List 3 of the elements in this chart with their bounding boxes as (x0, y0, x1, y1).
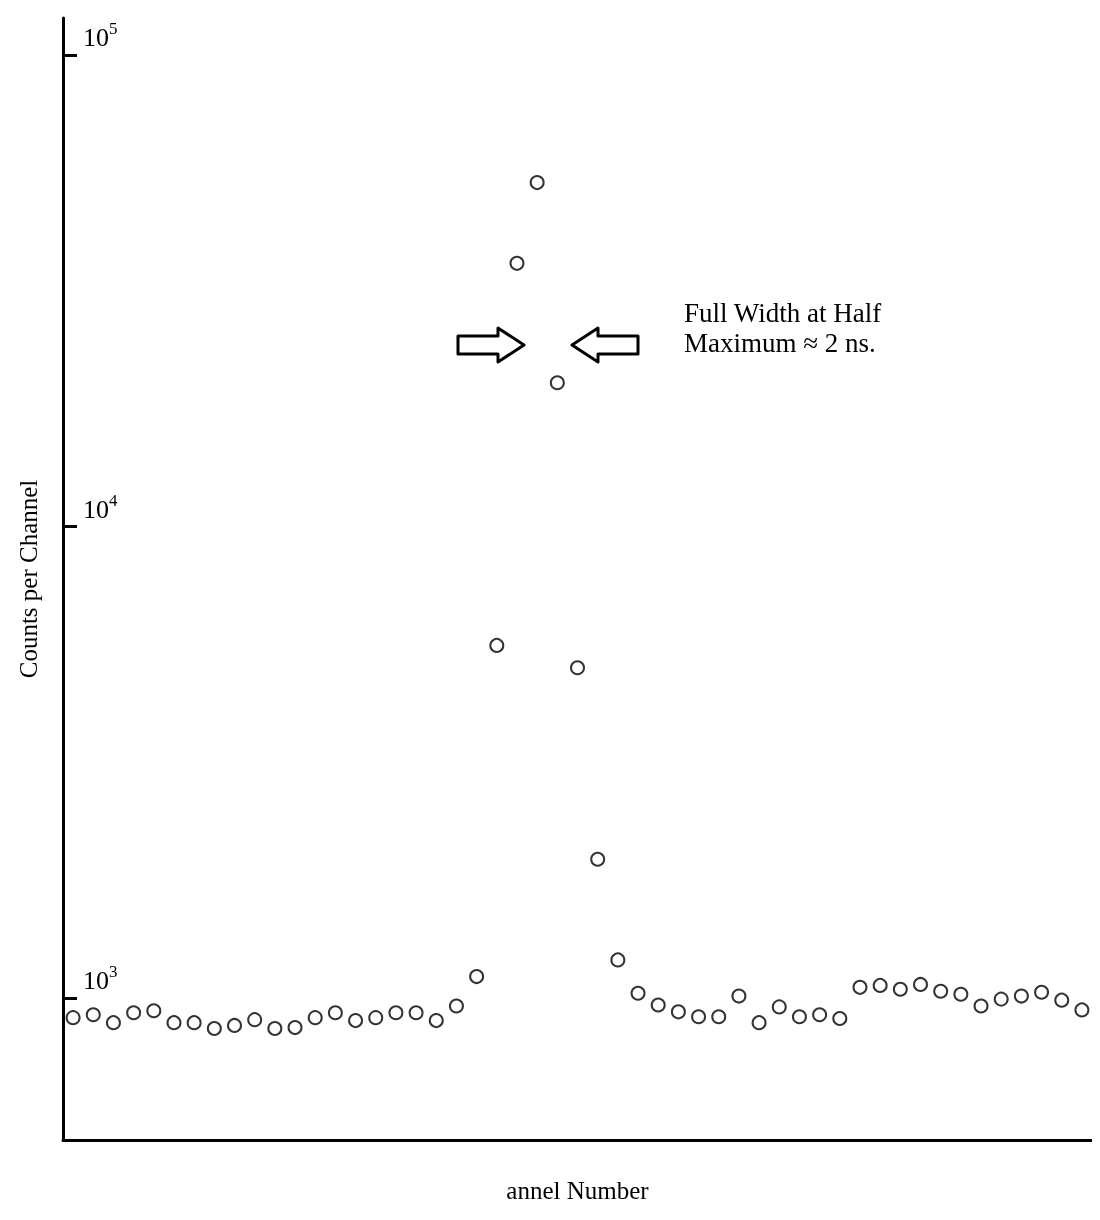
annotation: Full Width at Half Maximum ≈ 2 ns. (684, 298, 882, 358)
y-axis-title: Counts per Channel (15, 479, 42, 679)
x-axis-title: annel Number (506, 1177, 650, 1204)
